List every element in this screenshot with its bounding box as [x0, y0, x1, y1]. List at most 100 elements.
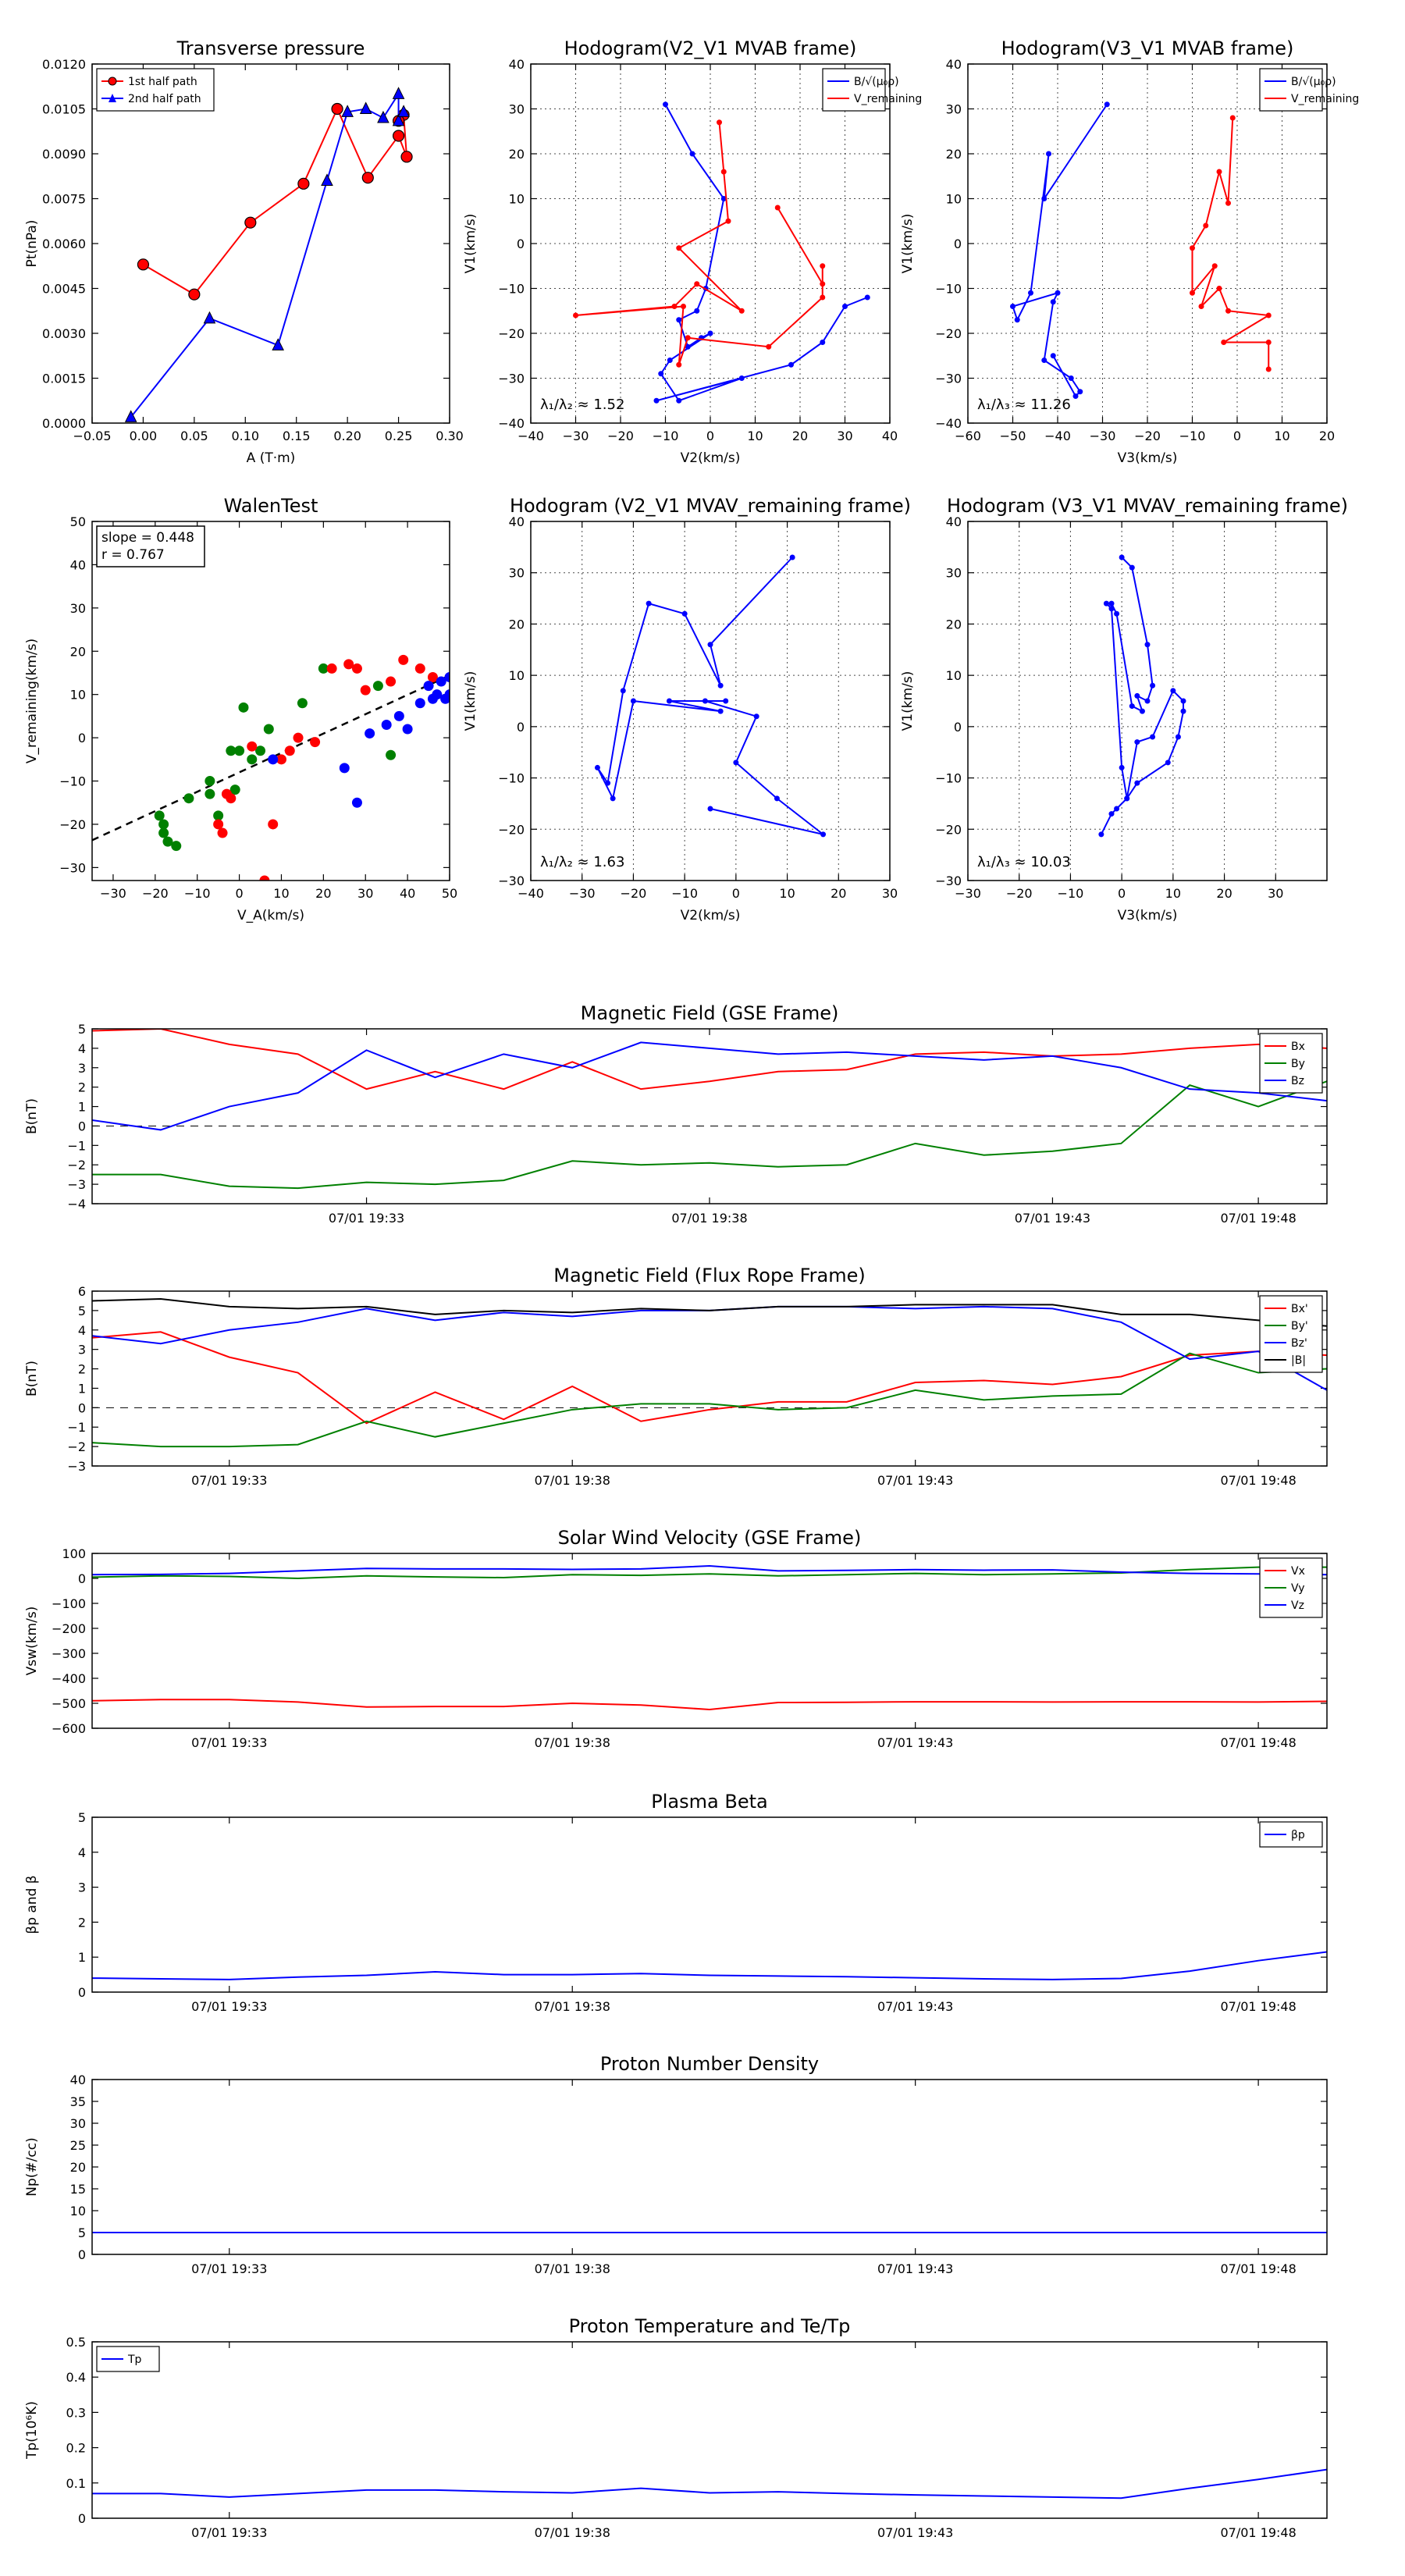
y-tick-label: 40	[946, 514, 962, 529]
data-point	[183, 793, 194, 804]
data-point	[238, 702, 249, 713]
data-point	[681, 304, 686, 309]
series-line-V_remaining	[575, 122, 823, 365]
data-point	[1068, 375, 1074, 381]
data-point	[226, 793, 237, 804]
data-point	[1014, 317, 1020, 323]
plot-frame	[91, 1028, 1328, 1204]
data-point	[188, 288, 201, 301]
x-tick-label: −0.05	[73, 429, 111, 443]
y-tick-label: 20	[70, 644, 86, 659]
x-axis-label: V3(km/s)	[1118, 908, 1178, 923]
y-tick-label: 2	[78, 1362, 86, 1377]
x-axis-label: V_A(km/s)	[237, 908, 304, 923]
data-point	[789, 554, 795, 560]
y-axis-label: V1(km/s)	[463, 214, 478, 274]
x-tick-label: −60	[955, 429, 981, 443]
x-tick-label: 10	[1165, 886, 1181, 901]
series-line-|B|	[92, 1297, 1327, 1327]
data-point	[351, 797, 362, 808]
x-tick-label: 07/01 19:43	[877, 2525, 953, 2540]
y-tick-label: 30	[509, 102, 525, 117]
data-point	[234, 745, 245, 756]
data-point	[229, 785, 240, 795]
data-point	[1124, 795, 1130, 802]
x-axis-label: V2(km/s)	[681, 450, 741, 466]
data-layer	[1010, 101, 1272, 399]
data-point	[1119, 764, 1125, 770]
data-point	[725, 218, 731, 224]
data-point	[1028, 290, 1033, 296]
y-tick-label: 5	[78, 1022, 86, 1037]
y-tick-label: 0.0090	[42, 147, 86, 162]
y-tick-label: −20	[935, 326, 962, 341]
data-point	[297, 698, 308, 709]
x-tick-label: 30	[882, 886, 898, 901]
y-tick-label: −30	[935, 372, 962, 386]
data-point	[820, 831, 827, 838]
legend-label: Bz'	[1291, 1337, 1307, 1350]
legend-label: Vz	[1291, 1599, 1304, 1612]
y-tick-label: 0	[78, 2247, 86, 2262]
legend-label: Vy	[1291, 1582, 1305, 1595]
data-point	[414, 663, 425, 674]
data-point	[341, 105, 354, 117]
y-tick-label: 50	[70, 514, 86, 529]
data-point	[205, 776, 215, 787]
y-tick-label: −10	[498, 282, 525, 297]
data-point	[646, 600, 652, 607]
x-tick-label: 07/01 19:38	[535, 1473, 610, 1488]
x-tick-label: 0	[732, 886, 740, 901]
data-point	[658, 371, 664, 377]
y-tick-label: −500	[52, 1696, 86, 1711]
data-point	[1265, 340, 1272, 345]
x-tick-label: 07/01 19:48	[1220, 1211, 1296, 1226]
x-tick-label: 07/01 19:38	[535, 1735, 610, 1750]
series-line-Bz'	[92, 1305, 1327, 1391]
x-tick-label: 07/01 19:43	[1015, 1211, 1090, 1226]
y-tick-label: 0.1	[66, 2476, 86, 2491]
x-tick-label: 07/01 19:48	[1220, 2525, 1296, 2540]
data-point	[738, 308, 745, 314]
x-tick-label: 20	[831, 886, 846, 901]
x-tick-label: 0.30	[436, 429, 464, 443]
data-point	[1055, 290, 1061, 296]
data-point	[667, 358, 673, 363]
ratio-annotation: λ₁/λ₃ ≈ 10.03	[977, 854, 1071, 870]
x-tick-label: 0	[235, 886, 243, 901]
legend-marker	[108, 94, 116, 102]
data-point	[663, 101, 668, 108]
plot-frame	[91, 1816, 1328, 1993]
data-point	[605, 780, 611, 786]
y-tick-label: 3	[78, 1880, 86, 1895]
data-point	[213, 819, 224, 830]
data-point	[398, 654, 409, 665]
data-point	[733, 760, 739, 766]
x-axis-label: V2(km/s)	[681, 908, 741, 923]
data-point	[268, 819, 279, 830]
x-tick-label: −20	[1134, 429, 1161, 443]
x-tick-label: 0.10	[231, 429, 259, 443]
data-point	[681, 610, 688, 617]
chart-title: WalenTest	[224, 495, 318, 517]
data-point	[361, 172, 374, 184]
data-point	[1108, 606, 1115, 612]
data-point	[842, 304, 848, 309]
x-tick-label: 20	[315, 886, 331, 901]
chart-beta: Plasma Beta 0 1 2 3 4 5 07/01 19:33 07/01 19:38 0…	[24, 1791, 1328, 2014]
y-tick-label: 0	[78, 1400, 86, 1415]
chart-tp: Transverse pressure 0.0000 0.0015 0.0030 0.0…	[24, 37, 464, 466]
y-axis-label: B(nT)	[24, 1098, 40, 1134]
y-tick-label: 0.0000	[42, 416, 86, 431]
data-point	[820, 263, 826, 269]
y-tick-label: 0.0060	[42, 237, 86, 251]
legend-label: βp	[1291, 1829, 1305, 1841]
y-tick-label: 4	[78, 1323, 86, 1338]
data-point	[386, 676, 397, 687]
legend-label: V_remaining	[1291, 93, 1359, 105]
x-tick-label: 07/01 19:33	[329, 1211, 404, 1226]
y-tick-label: 25	[70, 2138, 86, 2153]
y-tick-label: 0.0105	[42, 102, 86, 117]
y-tick-label: 0	[78, 1571, 86, 1586]
y-tick-label: 30	[70, 2116, 86, 2131]
